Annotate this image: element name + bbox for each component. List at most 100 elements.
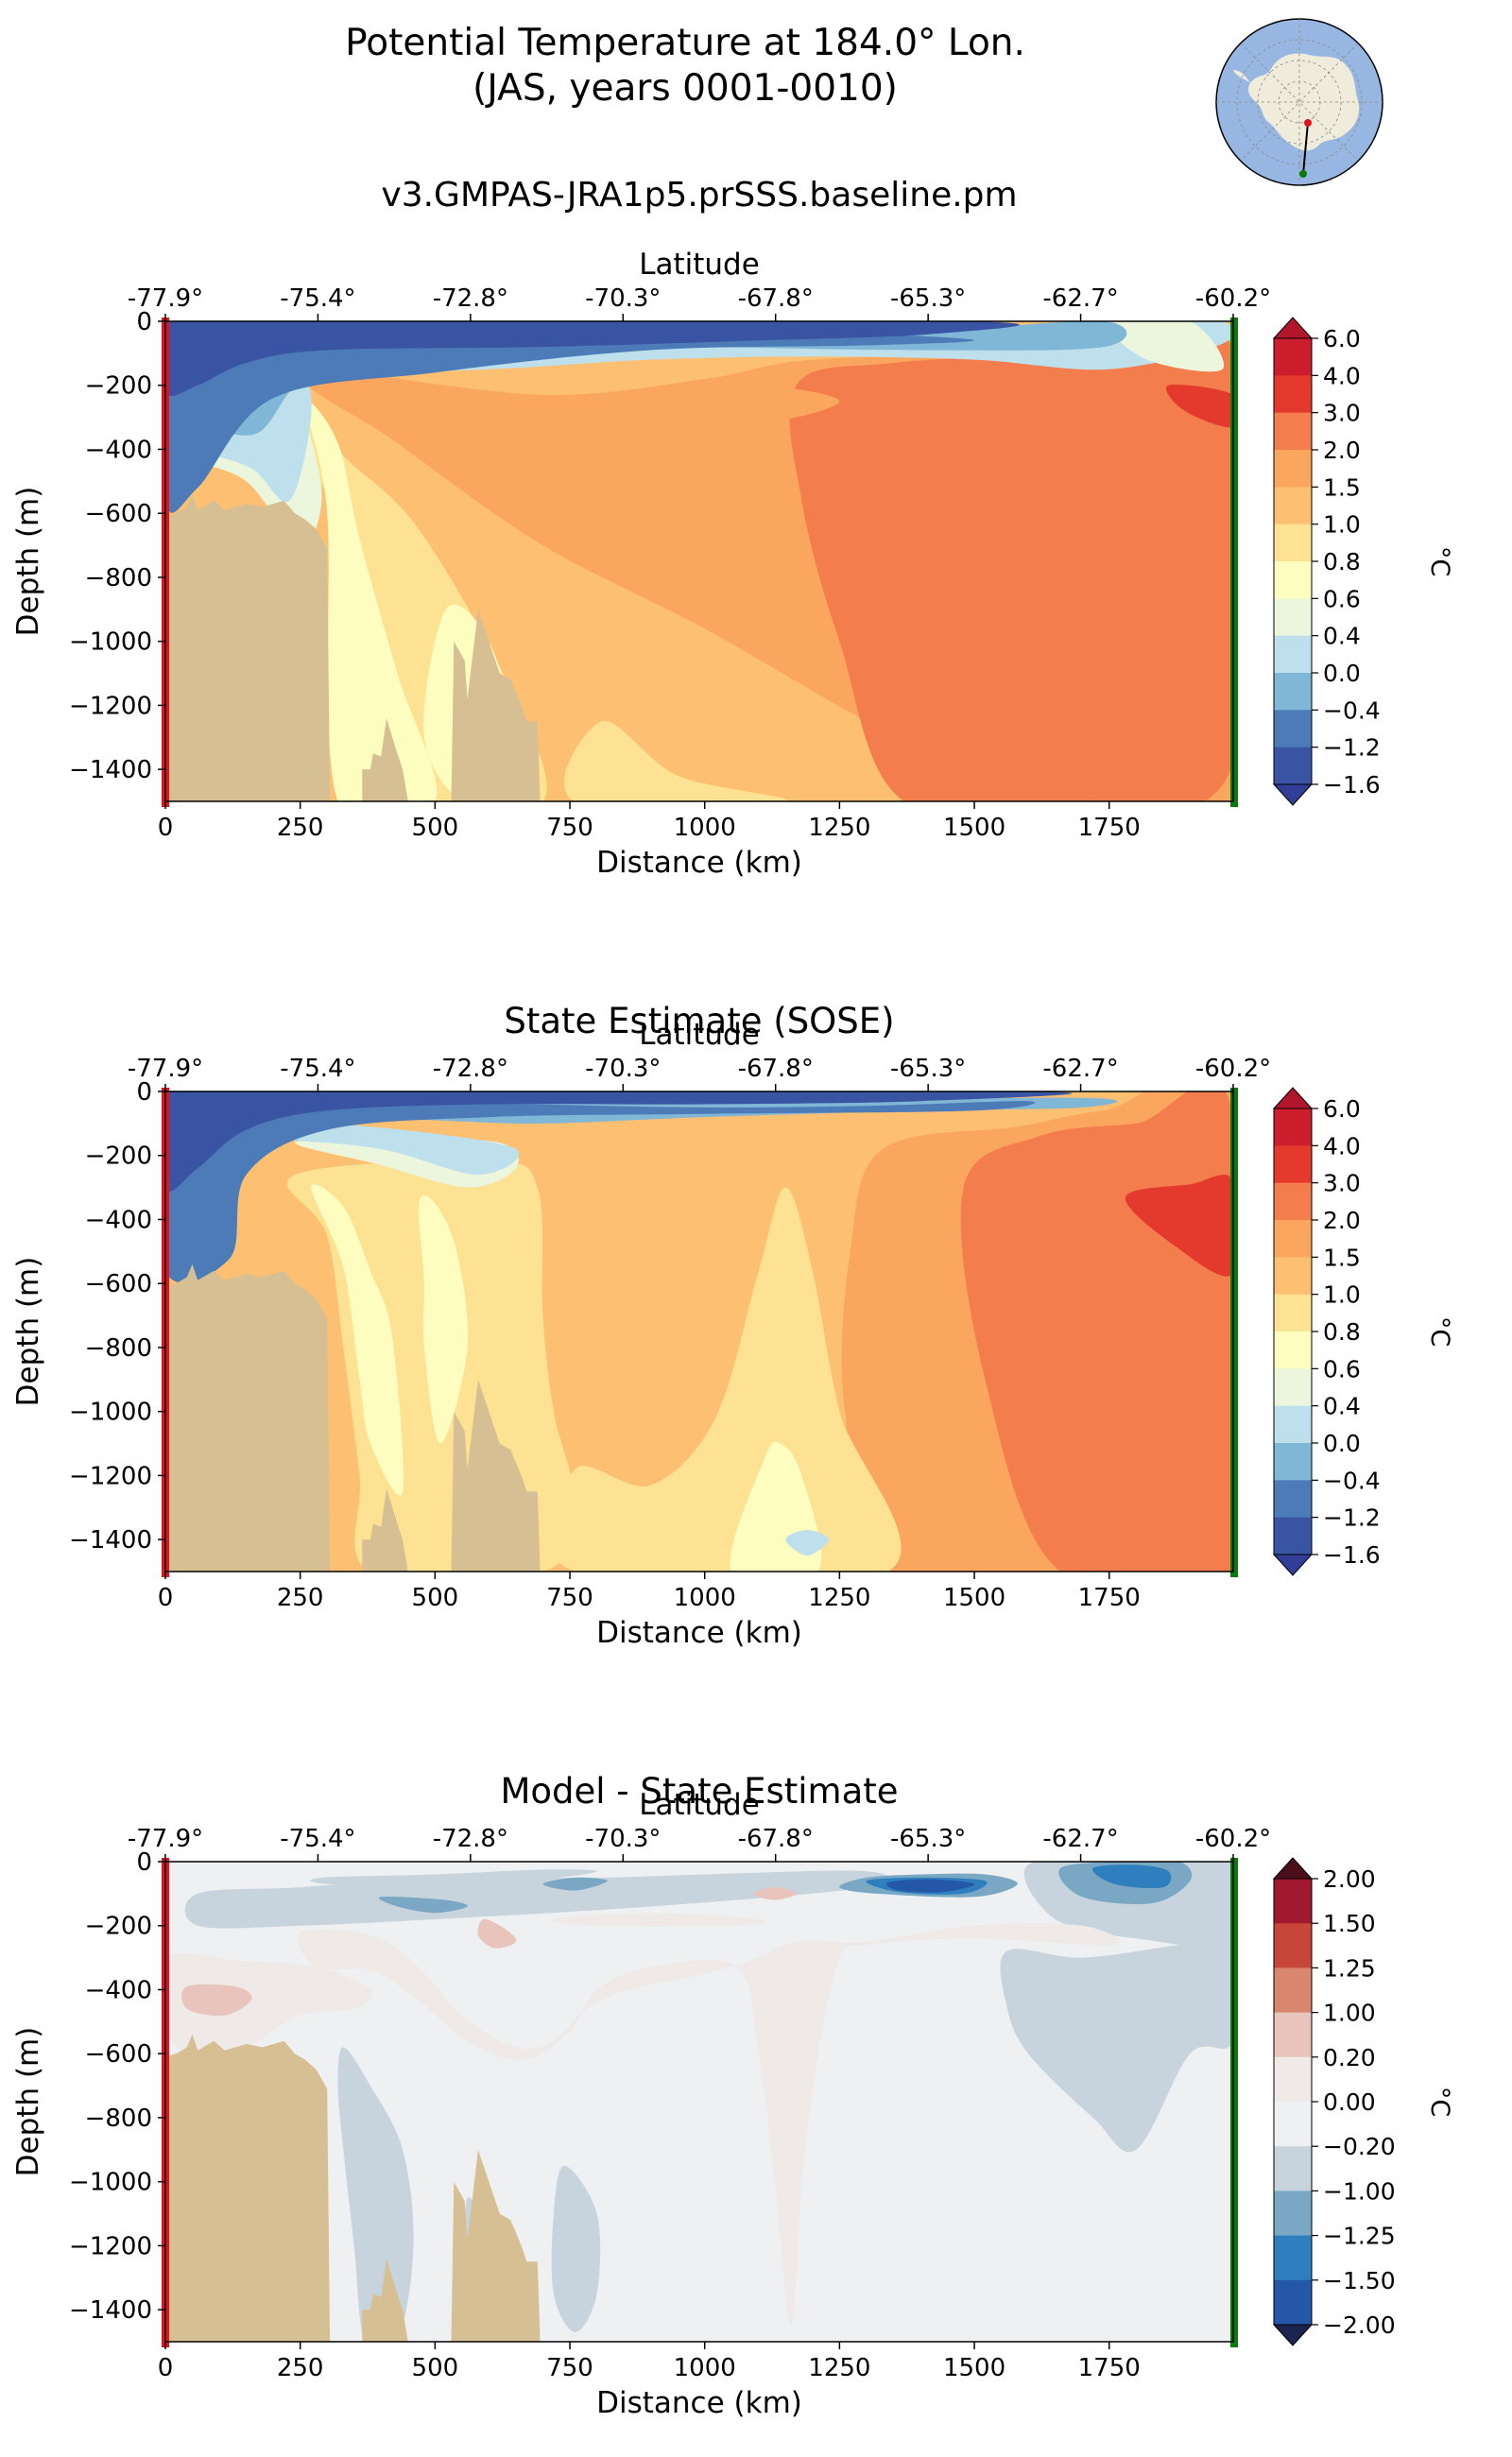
contour-field xyxy=(165,1091,1233,1572)
panel-difference: Model - State Estimate 0 250 500 750 1000 1250… xyxy=(11,1771,1454,2420)
colorbar-tick-label: −0.20 xyxy=(1323,2133,1396,2160)
colorbar-swatch xyxy=(1274,635,1312,674)
y-tick-label: −1400 xyxy=(69,756,152,784)
latitude-tick-label: -77.9° xyxy=(128,1825,203,1853)
contour-region xyxy=(785,1530,829,1556)
latitude-tick-label: -60.2° xyxy=(1195,1055,1271,1083)
colorbar-tick-label: 0.6 xyxy=(1323,1355,1361,1383)
latitude-axis-label: Latitude xyxy=(639,248,760,282)
latitude-tick-label: -75.4° xyxy=(280,284,355,313)
x-tick-label: 0 xyxy=(158,2354,174,2382)
colorbar: 6.0 4.0 3.0 2.0 1.5 1.0 0.8 0.6 0.4 0.0 −0.4 −1.2 −1… xyxy=(1272,1087,1454,1576)
y-tick-label: −200 xyxy=(85,1913,152,1941)
x-tick-label: 1500 xyxy=(943,1584,1005,1612)
colorbar-tick-label: 1.0 xyxy=(1323,511,1361,539)
plot-frame xyxy=(164,320,1234,802)
colorbar-swatch xyxy=(1274,1405,1312,1444)
colorbar-tick-label: 1.00 xyxy=(1323,2000,1376,2027)
contour-region xyxy=(477,1918,517,1949)
latitude-tick-label: -72.8° xyxy=(433,1055,508,1083)
seafloor-mask xyxy=(165,1263,541,1572)
latitude-tick-label: -72.8° xyxy=(433,1825,508,1853)
latitude-tick-label: -75.4° xyxy=(280,1825,355,1853)
latitude-tick-label: -62.7° xyxy=(1042,1825,1118,1853)
colorbar-tick-label: 1.5 xyxy=(1323,1244,1361,1271)
colorbar-tick-label: 0.4 xyxy=(1323,623,1361,650)
x-tick-label: 1500 xyxy=(943,814,1005,842)
colorbar: 6.0 4.0 3.0 2.0 1.5 1.0 0.8 0.6 0.4 0.0 −0.4 −1.2 −1… xyxy=(1272,317,1454,806)
figure-title-line2: (JAS, years 0001-0010) xyxy=(472,67,898,110)
y-tick-label: 0 xyxy=(136,1078,152,1107)
colorbar-swatch xyxy=(1274,524,1312,562)
contour-region xyxy=(337,2047,414,2342)
y-tick-label: −400 xyxy=(85,1206,152,1234)
latitude-tick-label: -60.2° xyxy=(1195,284,1271,313)
plot-frame xyxy=(164,1091,1234,1572)
figure-title-line1: Potential Temperature at 184.0° Lon. xyxy=(345,22,1025,64)
colorbar-tick-label: 3.0 xyxy=(1323,1170,1361,1197)
y-tick-label: −200 xyxy=(85,372,152,401)
panel-sose: State Estimate (SOSE) 0 250 500 750 1000 1250 1… xyxy=(11,1001,1454,1650)
latitude-tick-label: -75.4° xyxy=(280,1055,355,1083)
colorbar-tick-label: 0.4 xyxy=(1323,1393,1361,1420)
colorbar-tick-label: −1.6 xyxy=(1323,1541,1381,1569)
plot-frame xyxy=(164,1861,1234,2343)
colorbar-tick-label: 3.0 xyxy=(1323,400,1361,427)
colorbar-swatch xyxy=(1274,598,1312,637)
y-tick-label: −600 xyxy=(85,1270,152,1298)
map-graticule xyxy=(1216,19,1383,185)
latitude-tick-label: -62.7° xyxy=(1042,284,1118,313)
panel-title: Model - State Estimate xyxy=(500,1771,898,1812)
contour-region xyxy=(311,1184,404,1496)
inset-map xyxy=(1215,18,1383,186)
colorbar-swatch xyxy=(1274,412,1312,451)
contour-region xyxy=(297,1923,1121,2327)
colorbar-tick-label: −2.00 xyxy=(1323,2311,1396,2339)
colorbar-extend-min xyxy=(1272,783,1314,806)
colorbar-swatch xyxy=(1274,2056,1312,2103)
colorbar-tick-label: −1.50 xyxy=(1323,2267,1396,2294)
colorbar-swatch xyxy=(1274,1182,1312,1221)
contour-region xyxy=(310,1869,597,1888)
colorbar-tick-label: 1.5 xyxy=(1323,473,1361,501)
colorbar-tick-label: 0.20 xyxy=(1323,2044,1376,2071)
colorbar-tick-label: 0.8 xyxy=(1323,1318,1361,1346)
section-end-marker xyxy=(1230,1088,1238,1577)
y-tick-label: −1200 xyxy=(69,1462,152,1490)
y-tick-label: −1200 xyxy=(69,2232,152,2260)
y-tick-label: −600 xyxy=(85,500,152,528)
colorbar-tick-label: 1.50 xyxy=(1323,1910,1376,1937)
colorbar-tick-label: 2.0 xyxy=(1323,437,1361,464)
colorbar-swatch xyxy=(1274,1967,1312,2014)
colorbar-swatch xyxy=(1274,375,1312,414)
colorbar-extend-max xyxy=(1272,1087,1314,1109)
contour-region xyxy=(553,385,840,429)
x-tick-label: 0 xyxy=(158,1584,174,1612)
latitude-tick-label: -72.8° xyxy=(433,284,508,313)
x-tick-label: 1250 xyxy=(808,814,870,842)
x-tick-label: 1250 xyxy=(808,2354,870,2382)
contour-region xyxy=(1000,1932,1233,2153)
y-tick-label: −1000 xyxy=(69,1399,152,1427)
y-tick-label: 0 xyxy=(136,1848,152,1877)
colorbar-extend-max xyxy=(1272,317,1314,339)
colorbar-swatch xyxy=(1274,2191,1312,2237)
colorbar-tick-label: 1.25 xyxy=(1323,1954,1376,1982)
colorbar-swatch xyxy=(1274,1517,1312,1555)
colorbar-swatch xyxy=(1274,2235,1312,2281)
x-tick-label: 1750 xyxy=(1078,814,1141,842)
y-tick-label: −800 xyxy=(85,2105,152,2133)
map-section-line xyxy=(1302,122,1309,175)
contour-field xyxy=(165,1862,1233,2342)
colorbar-tick-label: 0.8 xyxy=(1323,548,1361,576)
x-tick-label: 1750 xyxy=(1078,2354,1141,2382)
colorbar-tick-label: 1.0 xyxy=(1323,1281,1361,1309)
map-start-point xyxy=(1304,119,1312,127)
colorbar-extend-min xyxy=(1272,1554,1314,1576)
latitude-tick-label: -67.8° xyxy=(738,284,814,313)
colorbar-swatch xyxy=(1274,1480,1312,1519)
colorbar-swatch xyxy=(1274,1443,1312,1481)
contour-region xyxy=(1108,321,1225,372)
contour-region xyxy=(753,1887,797,1900)
latitude-tick-label: -67.8° xyxy=(738,1055,814,1083)
